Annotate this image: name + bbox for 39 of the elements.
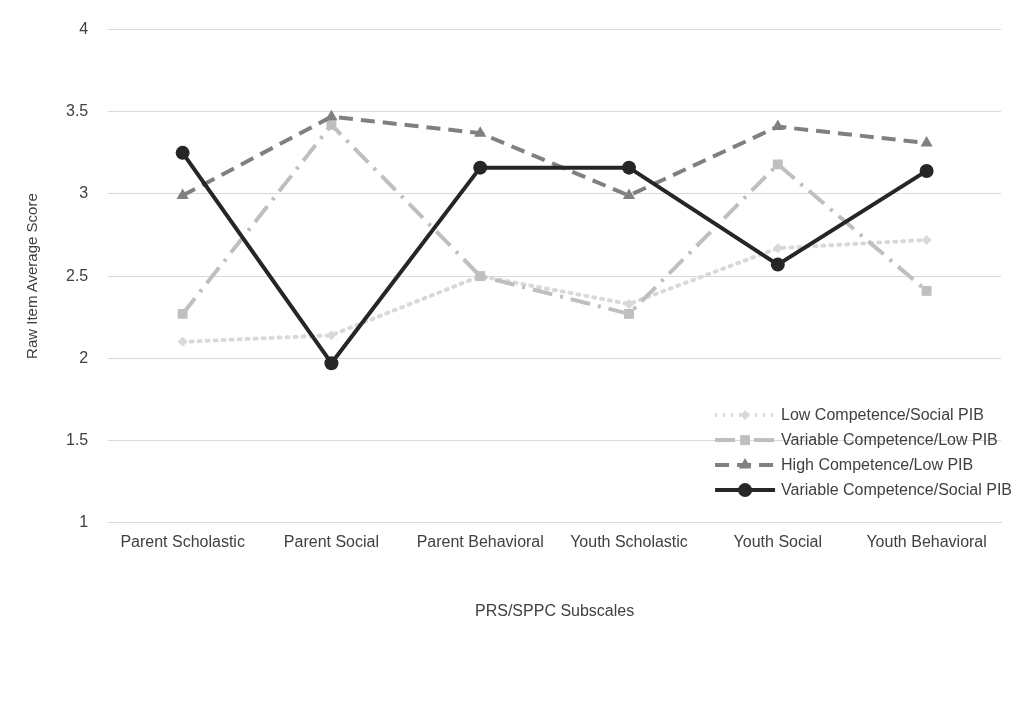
- point: [622, 160, 637, 175]
- y-tick-label: 4: [79, 20, 89, 38]
- point: [326, 119, 337, 130]
- x-tick-label: Youth Scholastic: [570, 532, 688, 550]
- legend-label: High Competence/Low PIB: [781, 455, 974, 473]
- x-tick-label: Parent Scholastic: [120, 532, 245, 550]
- point: [175, 145, 190, 160]
- legend-label: Low Competence/Social PIB: [781, 405, 984, 423]
- y-tick-label: 3.5: [65, 102, 89, 120]
- x-tick-label: Parent Behavioral: [416, 532, 544, 550]
- point: [177, 336, 188, 347]
- point: [624, 308, 634, 319]
- y-axis-title: Raw Item Average Score: [23, 193, 41, 359]
- point: [772, 159, 783, 170]
- point: [473, 160, 488, 175]
- legend-label: Variable Competence/Low PIB: [781, 430, 998, 448]
- point: [772, 243, 783, 254]
- x-tick-label: Youth Social: [733, 532, 822, 550]
- point: [177, 308, 188, 319]
- point: [622, 188, 636, 200]
- legend-label: Variable Competence/Social PIB: [781, 480, 1012, 498]
- y-tick-label: 3: [79, 184, 89, 202]
- point: [920, 135, 933, 147]
- x-tick-label: Parent Social: [283, 532, 380, 550]
- point: [176, 188, 189, 200]
- y-tick-label: 1.5: [65, 430, 89, 448]
- point: [474, 126, 487, 137]
- point: [324, 356, 339, 371]
- point: [624, 299, 635, 310]
- point: [921, 234, 932, 245]
- x-axis-title: PRS/SPPC Subscales: [475, 601, 635, 619]
- x-tick-label: Youth Behavioral: [866, 532, 987, 550]
- point: [919, 163, 934, 178]
- point: [921, 285, 932, 296]
- point: [770, 257, 785, 272]
- y-tick-label: 2.5: [65, 266, 89, 284]
- y-tick-label: 2: [79, 348, 89, 366]
- y-tick-label: 1: [79, 513, 89, 531]
- point: [771, 119, 784, 131]
